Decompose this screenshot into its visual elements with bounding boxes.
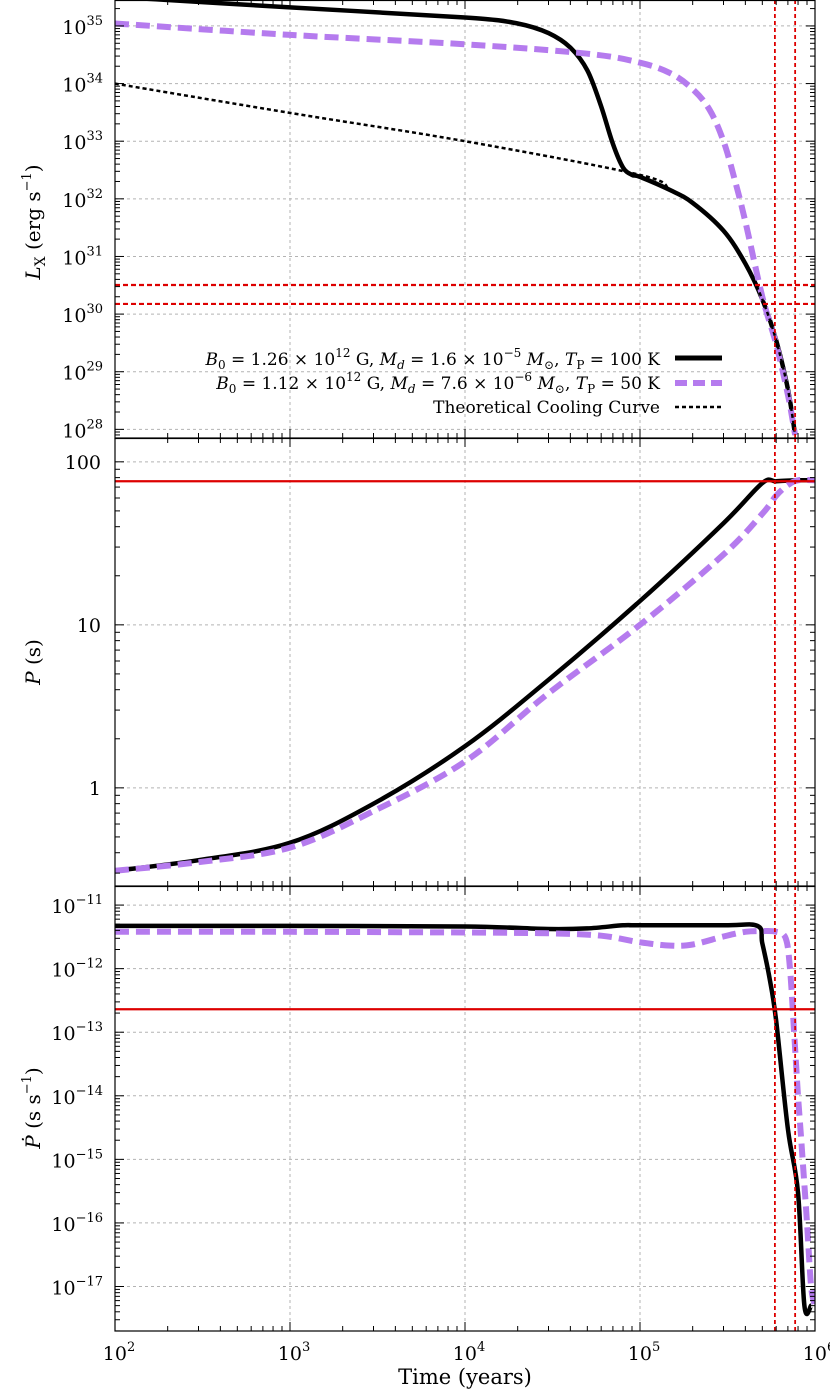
y-tick-label: 10: [77, 615, 101, 637]
x-tick-label: 104: [453, 1340, 485, 1365]
ylabel-top: LX (erg s−1): [20, 164, 49, 280]
y-tick-label: 1: [89, 778, 101, 800]
legend-entry-model-2: B0 = 1.12 × 1012 G, Md = 7.6 × 10−6 M⊙, …: [215, 370, 660, 396]
panel-frame: [114, 885, 816, 1332]
y-tick-label: 10−15: [51, 1147, 103, 1172]
ylabel-bottom: Ṗ (s s−1): [20, 1067, 45, 1150]
xlabel-time: Time (years): [398, 1365, 532, 1389]
frame-layer: [114, 0, 816, 1332]
x-tick-label: 102: [103, 1340, 135, 1365]
reference-lines-layer: [115, 0, 815, 1331]
y-tick-label: 10−17: [51, 1275, 103, 1300]
y-tick-label: 10−12: [51, 957, 103, 982]
y-tick-label: 100: [65, 452, 101, 474]
grid-layer: [115, 0, 815, 1331]
y-tick-label: 1030: [62, 302, 103, 327]
y-tick-label: 10−14: [51, 1084, 103, 1109]
y-tick-label: 1028: [62, 417, 103, 442]
panel-series: [115, 922, 815, 1317]
y-tick-label: 1035: [62, 14, 103, 39]
x-tick-label: 106: [803, 1340, 830, 1365]
y-tick-label: 1032: [62, 187, 103, 212]
x-tick-label: 105: [628, 1340, 660, 1365]
series-layer: [115, 0, 815, 1317]
legend-entry-model-1: B0 = 1.26 × 1012 G, Md = 1.6 × 10−5 M⊙, …: [204, 346, 660, 372]
series-line-1: [115, 922, 814, 1317]
legend-entry-cooling: Theoretical Cooling Curve: [433, 398, 660, 418]
legend: B0 = 1.26 × 1012 G, Md = 1.6 × 10−5 M⊙, …: [204, 346, 722, 418]
y-tick-label: 1029: [62, 360, 103, 385]
series-line-2: [115, 476, 815, 874]
panel-series: [115, 0, 799, 436]
y-tick-label: 10−13: [51, 1020, 103, 1045]
series-line-2: [115, 928, 815, 1307]
y-tick-label: 1033: [62, 129, 103, 154]
y-tick-label: 10−16: [51, 1211, 103, 1236]
y-tick-label: 10−11: [51, 893, 103, 918]
y-tick-label: 1031: [62, 244, 103, 269]
y-tick-label: 1034: [62, 72, 103, 97]
series-line-3: [115, 82, 797, 436]
ylabel-middle: P (s): [21, 639, 45, 686]
x-tick-label: 103: [278, 1340, 310, 1365]
labels-layer: 1028 1029 1030 1031 1032 1033 1034 1035 1 10 100 10…: [51, 14, 830, 1365]
